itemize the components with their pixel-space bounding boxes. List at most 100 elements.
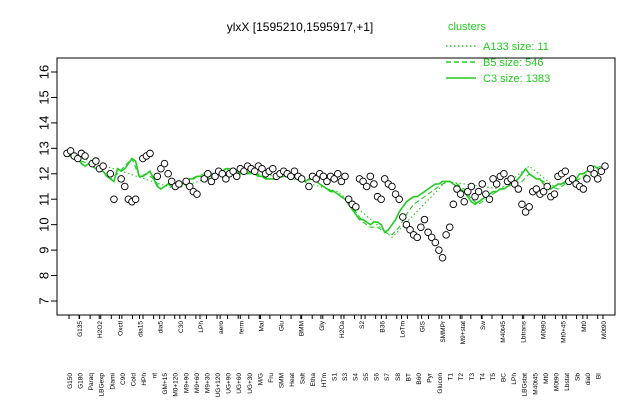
data-point	[532, 185, 541, 193]
data-point	[204, 170, 212, 178]
x-tick-label: M0t90	[541, 321, 548, 339]
series-line-dashed	[66, 152, 606, 236]
data-point	[449, 200, 458, 209]
x-tick-label: HTm	[321, 373, 328, 387]
data-point	[200, 175, 208, 183]
data-point	[66, 147, 75, 155]
x-tick-label: T5	[490, 373, 497, 381]
data-point	[153, 172, 162, 181]
points-layer	[63, 147, 609, 262]
x-tick-label: S6	[374, 373, 381, 381]
x-tick-label: BT	[405, 373, 412, 381]
data-point	[478, 180, 486, 188]
data-point	[334, 170, 342, 178]
y-axis: 7 8 9 10 11 12 13 14 15 16	[36, 65, 57, 305]
data-point	[539, 187, 548, 196]
data-point	[121, 182, 129, 191]
x-tick-label: ferm	[238, 321, 245, 334]
data-point	[290, 167, 299, 175]
data-point	[492, 180, 501, 188]
data-point	[232, 172, 241, 181]
x-tick-label: Salt	[300, 373, 307, 384]
data-point	[590, 170, 598, 178]
y-tick-label: 16	[36, 65, 51, 79]
x-tick-label: Lbtrans	[520, 320, 527, 342]
data-point	[305, 182, 313, 191]
data-point	[391, 190, 400, 198]
y-tick-label: 11	[36, 192, 51, 206]
x-tick-label: M9+stat	[460, 321, 467, 344]
data-point	[323, 177, 331, 186]
x-tick-label: M40t45	[532, 373, 539, 395]
x-tick-label: B60	[416, 373, 423, 385]
x-tick-label: dia15	[138, 321, 145, 337]
x-tick-label: Oxctl	[117, 320, 124, 335]
data-point	[269, 164, 277, 173]
x-tick-label: M/G	[257, 373, 264, 385]
data-point	[377, 195, 385, 203]
data-point	[507, 175, 515, 183]
data-point	[482, 190, 490, 198]
x-tick-label: S1	[331, 373, 338, 381]
data-point	[344, 195, 353, 203]
x-tick-label: G180	[78, 373, 85, 389]
x-tick-label: Heat	[289, 373, 296, 387]
x-tick-label: B36	[379, 321, 386, 333]
data-point	[160, 159, 169, 168]
x-tick-label: G135	[77, 321, 84, 337]
data-point	[362, 182, 371, 191]
data-point	[175, 180, 183, 188]
data-point	[330, 175, 338, 183]
data-point	[568, 175, 577, 183]
x-tick-label: LoTm	[399, 321, 406, 338]
data-point	[543, 182, 551, 191]
x-tick-label: SMM	[278, 373, 285, 388]
data-point	[99, 162, 107, 170]
x-tick-label: Mal	[258, 320, 265, 331]
y-tick-label: 9	[36, 246, 51, 253]
x-tick-label: Sw	[480, 321, 487, 330]
data-point	[427, 233, 436, 242]
data-point	[222, 175, 230, 183]
data-point	[417, 223, 425, 231]
x-tick-label: LBGstat	[522, 373, 529, 397]
x-tick-label: H2Oa	[339, 321, 346, 338]
x-tick-label: S4	[353, 373, 360, 381]
data-point	[445, 223, 454, 231]
y-tick-label: 12	[36, 167, 51, 181]
data-point	[594, 175, 602, 183]
x-tick-label: Mt0	[543, 373, 550, 384]
x-tick-label: Mt0+45	[561, 321, 568, 343]
data-point	[146, 149, 154, 158]
x-tick-label: Fru	[268, 373, 275, 383]
data-point	[456, 190, 465, 198]
data-point	[471, 192, 479, 201]
data-point	[352, 203, 360, 211]
x-tick-label: T2	[458, 373, 465, 381]
data-point	[251, 167, 259, 175]
x-tick-label: S2	[359, 321, 366, 329]
data-point	[399, 213, 407, 221]
data-point	[395, 195, 403, 203]
x-tick-label: Sb	[575, 373, 582, 381]
series-line-solid	[67, 155, 605, 234]
x-tick-label: UG+120	[215, 373, 222, 398]
data-point	[341, 172, 349, 181]
x-tick-label: aero	[218, 321, 225, 334]
data-point	[81, 152, 89, 160]
data-point	[438, 253, 447, 262]
x-tick-label: M0t90	[553, 373, 560, 391]
data-point	[287, 172, 295, 181]
data-point	[601, 162, 609, 170]
x-tick-label: Glu	[279, 321, 286, 332]
y-tick-label: 15	[36, 90, 51, 104]
x-tick-label: UG+30	[247, 373, 254, 394]
x-tick-label: H2O2	[97, 321, 104, 338]
data-point	[474, 187, 483, 196]
data-point	[431, 238, 440, 247]
x-tick-label: Etha	[310, 373, 317, 387]
x-tick-label: Mt0	[581, 321, 588, 332]
data-point	[453, 185, 461, 193]
data-point	[597, 167, 606, 175]
